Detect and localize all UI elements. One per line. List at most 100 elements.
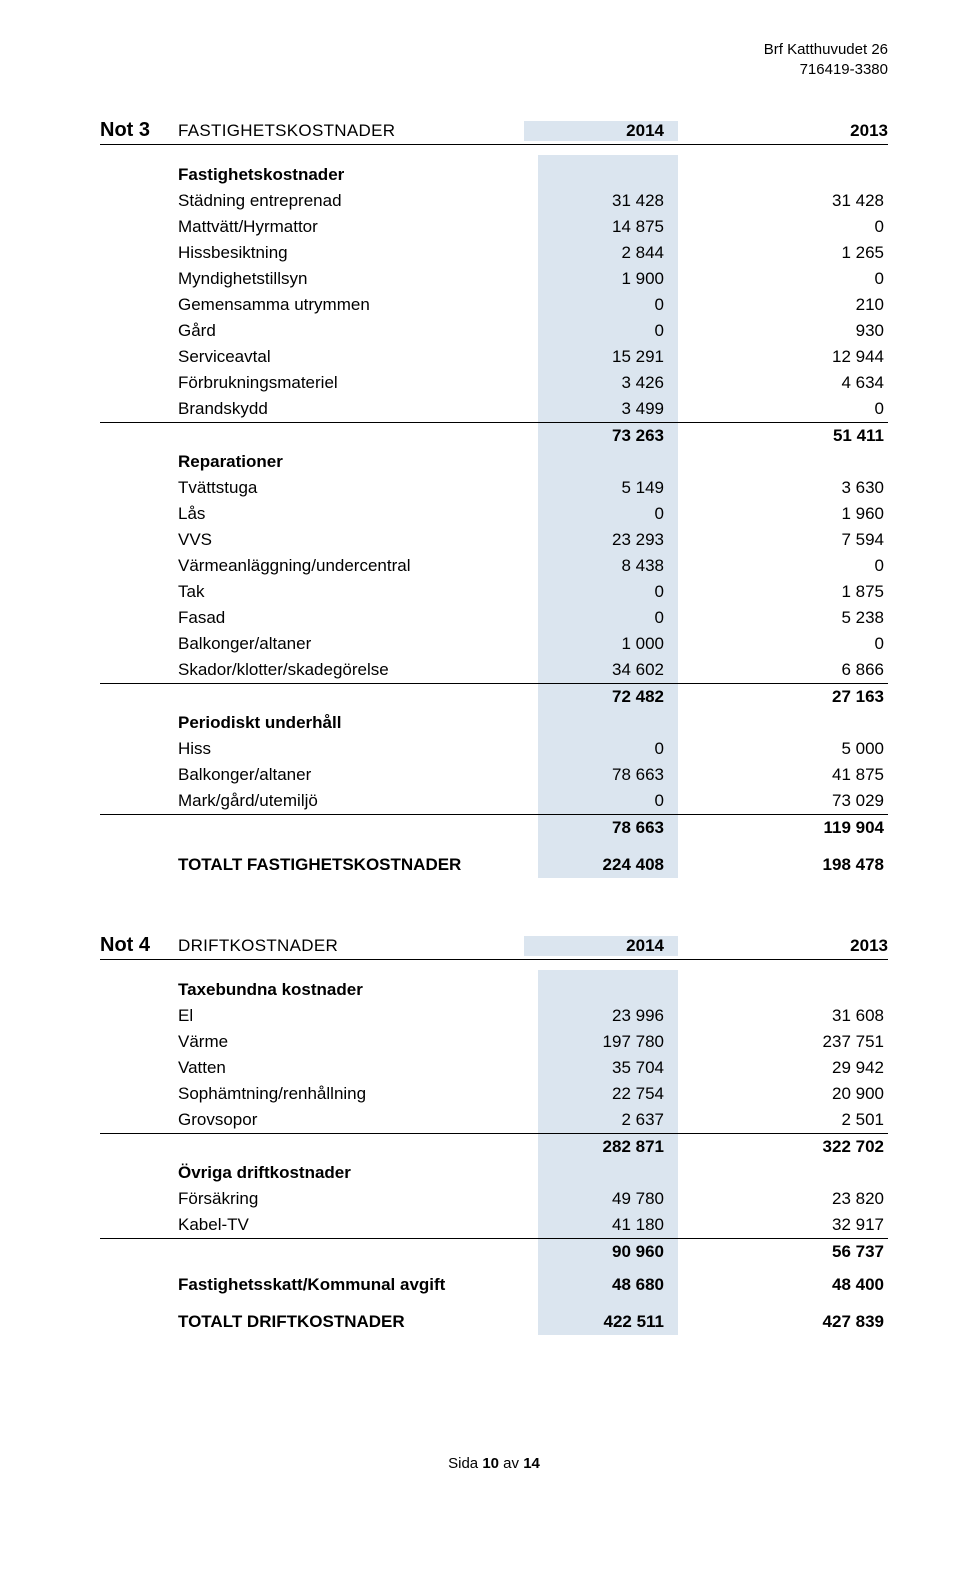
row-value-2013: 23 820	[748, 1186, 888, 1212]
row-label: Försäkring	[100, 1186, 538, 1212]
note-3-year-1: 2014	[524, 121, 678, 141]
row-value-2014: 34 602	[538, 657, 678, 684]
row-value-2013: 41 875	[748, 762, 888, 788]
row-label: Hiss	[100, 736, 538, 762]
section-heading: Fastighetskostnader	[100, 155, 538, 188]
section-heading: Övriga driftkostnader	[100, 1160, 538, 1186]
row-value-2014: 0	[538, 605, 678, 631]
row-label: Balkonger/altaner	[100, 631, 538, 657]
subtotal-2013: 322 702	[748, 1134, 888, 1161]
subtotal-2014: 78 663	[538, 815, 678, 842]
row-value-2013: 0	[748, 553, 888, 579]
row-value-2013: 1 265	[748, 240, 888, 266]
note-4-table: Taxebundna kostnader El23 99631 608 Värm…	[100, 970, 888, 1335]
row-label: Serviceavtal	[100, 344, 538, 370]
row-label: Mark/gård/utemiljö	[100, 788, 538, 815]
row-value-2013: 1 960	[748, 501, 888, 527]
row-value-2013: 237 751	[748, 1029, 888, 1055]
total-2013: 198 478	[748, 841, 888, 878]
row-value-2014: 23 996	[538, 1003, 678, 1029]
section-heading: Periodiskt underhåll	[100, 710, 538, 736]
row-label: Kabel-TV	[100, 1212, 538, 1239]
total-label: TOTALT FASTIGHETSKOSTNADER	[100, 841, 538, 878]
subtotal-2013: 51 411	[748, 423, 888, 450]
row-value-2014: 2 637	[538, 1107, 678, 1134]
row-value-2014: 0	[538, 736, 678, 762]
note-4-label: Not 4	[100, 934, 178, 957]
note-3-header: Not 3 FASTIGHETSKOSTNADER 2014 2013	[100, 119, 888, 145]
footer-page-total: 14	[523, 1455, 540, 1472]
row-label: Förbrukningsmateriel	[100, 370, 538, 396]
row-value-2014: 3 499	[538, 396, 678, 423]
row-label: VVS	[100, 527, 538, 553]
row-value-2013: 0	[748, 266, 888, 292]
row-label: El	[100, 1003, 538, 1029]
row-label: Gård	[100, 318, 538, 344]
row-value-2014: 23 293	[538, 527, 678, 553]
row-value-2013: 6 866	[748, 657, 888, 684]
document-header: Brf Katthuvudet 26 716419-3380	[100, 40, 888, 79]
note-3: Not 3 FASTIGHETSKOSTNADER 2014 2013 Fast…	[100, 119, 888, 878]
row-value-2014: 5 149	[538, 475, 678, 501]
row-value-2013: 32 917	[748, 1212, 888, 1239]
row-value-2013: 31 428	[748, 188, 888, 214]
row-value-2013: 29 942	[748, 1055, 888, 1081]
row-value-2014: 41 180	[538, 1212, 678, 1239]
row-label: Gemensamma utrymmen	[100, 292, 538, 318]
row-value-2014: 0	[538, 579, 678, 605]
section-heading: Taxebundna kostnader	[100, 970, 538, 1003]
row-value-2014: 48 680	[538, 1265, 678, 1298]
row-value-2014: 0	[538, 318, 678, 344]
row-value-2014: 8 438	[538, 553, 678, 579]
row-label: Myndighetstillsyn	[100, 266, 538, 292]
page: Brf Katthuvudet 26 716419-3380 Not 3 FAS…	[0, 0, 960, 1512]
row-value-2014: 78 663	[538, 762, 678, 788]
subtotal-2013: 27 163	[748, 684, 888, 711]
row-value-2014: 0	[538, 292, 678, 318]
page-footer: Sida 10 av 14	[100, 1455, 888, 1472]
org-id: 716419-3380	[100, 60, 888, 80]
row-label: Brandskydd	[100, 396, 538, 423]
row-label: Vatten	[100, 1055, 538, 1081]
row-label: Lås	[100, 501, 538, 527]
note-3-table: Fastighetskostnader Städning entreprenad…	[100, 155, 888, 878]
note-4-title: DRIFTKOSTNADER	[178, 936, 524, 956]
row-value-2013: 930	[748, 318, 888, 344]
total-label: TOTALT DRIFTKOSTNADER	[100, 1298, 538, 1335]
row-label: Fastighetsskatt/Kommunal avgift	[100, 1265, 538, 1298]
row-label: Grovsopor	[100, 1107, 538, 1134]
subtotal-2014: 73 263	[538, 423, 678, 450]
row-value-2013: 73 029	[748, 788, 888, 815]
row-label: Hissbesiktning	[100, 240, 538, 266]
row-value-2014: 1 900	[538, 266, 678, 292]
row-value-2013: 0	[748, 631, 888, 657]
note-4: Not 4 DRIFTKOSTNADER 2014 2013 Taxebundn…	[100, 934, 888, 1335]
subtotal-2014: 282 871	[538, 1134, 678, 1161]
footer-mid: av	[499, 1455, 523, 1472]
note-4-header: Not 4 DRIFTKOSTNADER 2014 2013	[100, 934, 888, 960]
row-value-2013: 2 501	[748, 1107, 888, 1134]
subtotal-2013: 56 737	[748, 1239, 888, 1266]
footer-prefix: Sida	[448, 1455, 482, 1472]
row-value-2014: 35 704	[538, 1055, 678, 1081]
row-value-2014: 22 754	[538, 1081, 678, 1107]
row-value-2014: 1 000	[538, 631, 678, 657]
row-value-2013: 12 944	[748, 344, 888, 370]
row-value-2014: 2 844	[538, 240, 678, 266]
row-value-2014: 197 780	[538, 1029, 678, 1055]
total-2013: 427 839	[748, 1298, 888, 1335]
row-value-2013: 3 630	[748, 475, 888, 501]
row-label: Skador/klotter/skadegörelse	[100, 657, 538, 684]
subtotal-2013: 119 904	[748, 815, 888, 842]
row-label: Tvättstuga	[100, 475, 538, 501]
row-label: Städning entreprenad	[100, 188, 538, 214]
row-value-2014: 3 426	[538, 370, 678, 396]
row-label: Sophämtning/renhållning	[100, 1081, 538, 1107]
row-label: Värme	[100, 1029, 538, 1055]
row-value-2014: 15 291	[538, 344, 678, 370]
row-value-2013: 5 238	[748, 605, 888, 631]
row-value-2014: 14 875	[538, 214, 678, 240]
row-label: Mattvätt/Hyrmattor	[100, 214, 538, 240]
row-value-2014: 0	[538, 501, 678, 527]
row-value-2014: 0	[538, 788, 678, 815]
